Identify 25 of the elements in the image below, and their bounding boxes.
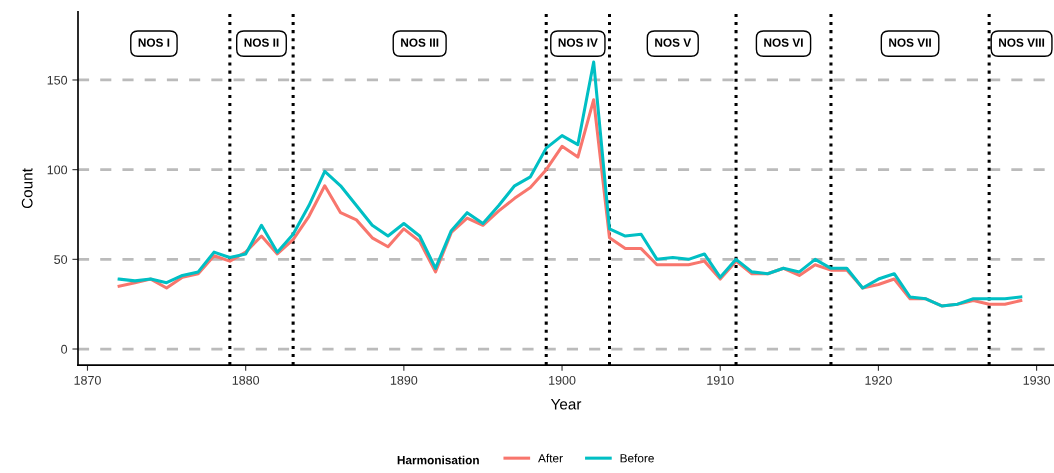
x-tick-label: 1930 xyxy=(1023,375,1051,385)
x-tick-label: 1900 xyxy=(549,375,576,385)
y-tick-label: 0 xyxy=(61,344,68,354)
annotation: NOS VIII xyxy=(999,38,1045,47)
y-tick-label: 50 xyxy=(54,255,68,264)
x-tick-label: 1920 xyxy=(865,375,892,385)
annotation: NOS VII xyxy=(889,38,931,47)
y-tick-label: 100 xyxy=(47,165,68,175)
x-tick-label: 1910 xyxy=(707,375,734,385)
annotation: NOS VI xyxy=(764,38,803,47)
legend-label: Before xyxy=(620,453,654,463)
line-series xyxy=(117,60,1023,308)
x-tick-label: 1880 xyxy=(232,375,260,385)
annotation: NOS III xyxy=(401,38,439,47)
legend-label: After xyxy=(538,453,563,463)
annotation: NOS II xyxy=(244,38,279,47)
annotation: NOS I xyxy=(138,38,170,47)
x-tick-label: 1890 xyxy=(390,375,418,385)
annotation: NOS V xyxy=(655,38,692,47)
annotation: NOS IV xyxy=(558,38,598,47)
y-axis-title: Count xyxy=(21,168,33,209)
x-axis-title: Year xyxy=(550,398,582,410)
legend-title: Harmonisation xyxy=(397,455,479,465)
y-tick-label: 150 xyxy=(47,75,68,85)
x-tick-label: 1870 xyxy=(74,375,101,385)
